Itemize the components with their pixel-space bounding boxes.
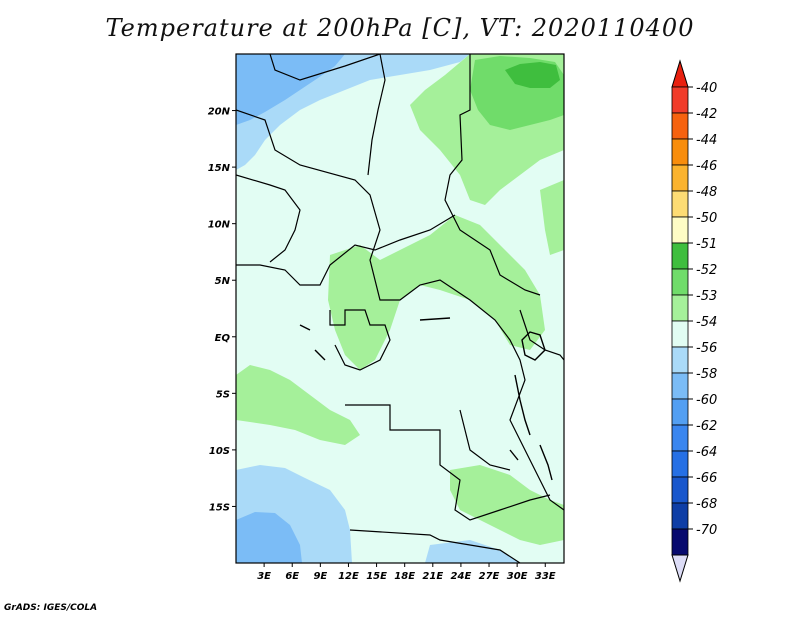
colorbar: -40 -42 -44 -46 -48 -50 -51 -52 -53 -54 -56 -58 -60 -… [671, 59, 717, 583]
colorbar-label: -40 [696, 81, 717, 96]
colorbar-swatch [671, 320, 689, 348]
field-region-53-west [236, 365, 360, 445]
colorbar-swatch [671, 450, 689, 478]
y-tick-label: 15S [209, 502, 230, 513]
colorbar-swatch [671, 216, 689, 244]
y-tick-label: 10N [208, 220, 231, 231]
y-tick-label: 15N [208, 163, 231, 174]
colorbar-swatch [671, 294, 689, 322]
colorbar-label: -58 [696, 367, 717, 382]
y-tick-label: 5N [215, 276, 231, 287]
colorbar-swatch [671, 268, 689, 296]
y-tick-label: 5S [216, 389, 230, 400]
colorbar-label: -53 [696, 289, 717, 304]
colorbar-label: -42 [696, 107, 717, 122]
colorbar-label: -52 [696, 263, 717, 278]
colorbar-swatch [671, 528, 689, 556]
chart-title: Temperature at 200hPa [C], VT: 202011040… [105, 14, 695, 42]
colorbar-label: -66 [696, 471, 717, 486]
colorbar-label: -62 [696, 419, 717, 434]
x-tick-label: 27E [479, 571, 500, 582]
y-tick-label: 20N [208, 107, 231, 118]
colorbar-swatch [671, 164, 689, 192]
x-tick-label: 21E [422, 571, 443, 582]
colorbar-swatch [671, 476, 689, 504]
colorbar-label: -51 [696, 237, 717, 252]
colorbar-bottom-arrow [671, 554, 689, 583]
field-region-58-nw [236, 54, 345, 125]
x-tick-label: 24E [451, 571, 472, 582]
colorbar-top-arrow [671, 59, 689, 88]
colorbar-label: -60 [696, 393, 717, 408]
temperature-field [236, 54, 564, 563]
colorbar-label: -54 [696, 315, 717, 330]
colorbar-swatch [671, 86, 689, 114]
colorbar-label: -44 [696, 133, 717, 148]
x-tick-label: 33E [535, 571, 556, 582]
colorbar-label: -68 [696, 497, 717, 512]
colorbar-label: -46 [696, 159, 717, 174]
colorbar-label: -50 [696, 211, 717, 226]
x-tick-label: 3E [257, 571, 271, 582]
colorbar-swatch [671, 372, 689, 400]
colorbar-swatch [671, 346, 689, 374]
colorbar-label: -70 [696, 523, 717, 538]
x-tick-label: 30E [507, 571, 528, 582]
colorbar-swatch [671, 502, 689, 530]
x-tick-label: 15E [366, 571, 387, 582]
colorbar-label: -64 [696, 445, 717, 460]
y-tick-label: EQ [215, 333, 231, 344]
colorbar-label: -48 [696, 185, 717, 200]
credit-label: GrADS: IGES/COLA [4, 603, 98, 613]
colorbar-swatch [671, 424, 689, 452]
country-borders [236, 54, 564, 563]
colorbar-swatch [671, 398, 689, 426]
x-tick-label: 18E [394, 571, 415, 582]
y-tick-label: 10S [209, 446, 230, 457]
lakes-coast [299, 317, 553, 481]
colorbar-swatch [671, 190, 689, 218]
colorbar-swatch [671, 242, 689, 270]
field-region-53-se [450, 465, 564, 545]
colorbar-swatch [671, 112, 689, 140]
field-region-51-ne [505, 62, 560, 88]
x-tick-label: 6E [285, 571, 299, 582]
colorbar-swatch [671, 138, 689, 166]
x-tick-label: 9E [313, 571, 327, 582]
map-frame [235, 53, 565, 564]
colorbar-label: -56 [696, 341, 717, 356]
field-region-58-sw [236, 512, 302, 563]
field-region-53-east [540, 180, 564, 255]
axis-ticks: 3E 6E 9E 12E 15E 18E 21E 24E 27E 30E 33E 20N 15N 10N 5… [208, 107, 556, 582]
field-region-56-s [425, 540, 520, 563]
field-region-53-center [328, 215, 545, 370]
x-tick-label: 12E [338, 571, 359, 582]
